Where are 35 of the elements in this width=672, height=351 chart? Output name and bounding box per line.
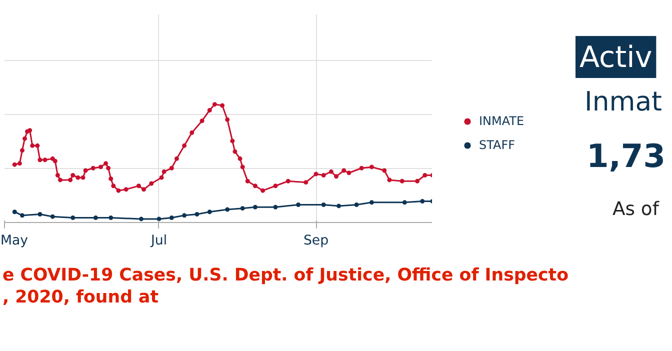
point (194, 212, 200, 216)
text: 1,73 (586, 136, 666, 175)
point (70, 216, 76, 220)
point (38, 212, 42, 216)
point (296, 202, 301, 208)
point (20, 213, 24, 218)
text: , 2020, found at (2, 288, 158, 308)
point (93, 216, 98, 220)
x-tick-label: May (0, 234, 28, 248)
point (108, 216, 114, 220)
point (225, 207, 230, 212)
point (240, 206, 245, 211)
point (273, 204, 278, 210)
point (402, 200, 407, 205)
text: e COVID-19 Cases, U.S. Dept. of Justice, Office of Inspecto (2, 266, 569, 286)
legend-label: INMATE (479, 114, 524, 128)
point (369, 200, 374, 205)
text: Inmat (584, 86, 662, 118)
x-tick-label: Sep (303, 234, 329, 248)
point (156, 216, 162, 222)
point (321, 202, 326, 208)
point (354, 202, 359, 208)
x-tick-label: Jul (150, 234, 168, 248)
point (50, 214, 55, 219)
text: As of (612, 199, 660, 220)
text: Activ (580, 40, 652, 74)
point (169, 216, 174, 220)
point (12, 210, 17, 214)
legend-label: STAFF (479, 138, 516, 152)
point (336, 204, 342, 208)
point (182, 213, 187, 218)
point (139, 216, 144, 222)
point (207, 210, 212, 214)
point (252, 204, 258, 210)
point (420, 198, 425, 204)
